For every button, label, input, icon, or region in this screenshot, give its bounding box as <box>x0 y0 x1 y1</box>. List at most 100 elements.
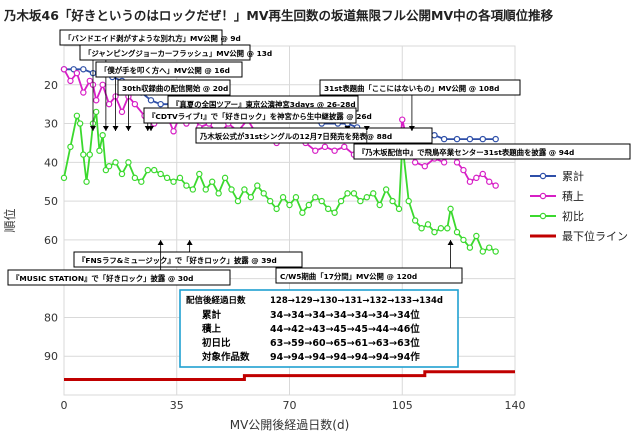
data-point <box>83 178 90 185</box>
data-point <box>157 100 164 108</box>
data-point <box>305 201 313 209</box>
data-point <box>208 178 216 185</box>
y-tick-label: 80 <box>44 311 58 324</box>
annotation-text: 31st表題曲「ここにはないもの」MV公開 @ 108d <box>324 84 499 93</box>
data-point <box>370 190 377 197</box>
data-point <box>118 108 126 116</box>
data-point <box>460 166 467 174</box>
info-row-label: 初日比 <box>202 337 231 349</box>
data-point <box>440 135 448 143</box>
annotation-text: 「僕が手を叩く方へ」MV公開 @ 16d <box>100 66 230 75</box>
annotation-box <box>143 107 357 124</box>
data-point <box>131 174 139 182</box>
info-table: 配信後経過日数 128→129→130→131→132→133→134d 累計 34→… <box>179 289 459 368</box>
info-row-label: 累計 <box>202 309 222 321</box>
data-point <box>473 174 480 182</box>
annotation-text: 『FNSラフ&ミュージック』で「好きロック」披露 @ 39d <box>78 256 277 265</box>
data-point <box>99 81 106 88</box>
annotation-box <box>319 79 521 96</box>
annotation: 31st表題曲「ここにはないもの」MV公開 @ 108d <box>319 79 521 131</box>
x-tick-labels: 0 35 70 105 140 <box>61 399 526 412</box>
annotation: 「僕が手を叩く方へ」MV公開 @ 16d <box>95 61 243 131</box>
data-point <box>157 170 164 178</box>
annotation-text: 『MUSIC STATION』で「好きロック」披露 @ 30d <box>12 274 193 283</box>
data-point <box>67 143 74 151</box>
annotation-arrow <box>102 126 109 131</box>
annotation-box <box>79 44 251 61</box>
info-box <box>179 289 459 368</box>
data-point <box>312 147 319 154</box>
data-point <box>440 159 448 166</box>
data-point <box>93 108 100 116</box>
data-point <box>337 197 345 205</box>
annotation-arrow <box>408 126 415 131</box>
data-point <box>144 166 151 174</box>
y-tick-label: 50 <box>44 195 58 208</box>
annotation-text: C/W5期曲「17分間」MV公開 @ 120d <box>280 272 417 281</box>
data-point <box>241 186 248 193</box>
data-point <box>453 159 461 166</box>
data-point <box>299 209 306 216</box>
data-point <box>447 205 454 213</box>
y-tick-label: 20 <box>44 79 58 92</box>
data-point <box>479 135 486 143</box>
data-point <box>321 143 329 151</box>
data-point <box>479 248 486 255</box>
legend-label: 積上 <box>562 189 584 203</box>
data-point <box>492 182 499 189</box>
legend-label: 最下位ライン <box>562 229 628 243</box>
data-point <box>147 97 155 104</box>
data-point <box>202 186 209 193</box>
info-header-value: 128→129→130→131→132→133→134d <box>270 296 443 306</box>
data-point <box>460 236 467 244</box>
data-point <box>466 178 474 185</box>
data-point <box>86 151 93 158</box>
data-point <box>331 209 338 216</box>
data-point <box>437 225 445 232</box>
annotation: 『FNSラフ&ミュージック』で「好きロック」披露 @ 39d <box>73 240 303 268</box>
series-2 <box>60 108 499 255</box>
data-point <box>93 97 100 104</box>
data-point <box>279 194 287 201</box>
data-point <box>170 178 177 185</box>
annotation-arrow <box>186 240 193 245</box>
annotation-arrow <box>112 126 119 131</box>
data-point <box>486 178 493 185</box>
legend-item: 積上 <box>530 189 584 203</box>
annotation-arrow <box>363 126 370 131</box>
data-point <box>376 201 383 209</box>
data-point <box>431 228 438 236</box>
annotation-arrow <box>144 126 151 131</box>
annotation-box <box>117 79 231 96</box>
info-row-label: 対象作品数 <box>201 351 250 363</box>
data-point <box>273 205 280 213</box>
data-point <box>486 244 493 251</box>
data-point <box>389 197 396 205</box>
data-point <box>266 197 274 205</box>
data-point <box>453 135 461 143</box>
data-point <box>247 194 255 201</box>
data-point <box>431 131 438 139</box>
data-point <box>73 112 81 120</box>
data-point <box>341 143 348 151</box>
annotation-arrow <box>157 240 164 245</box>
data-point <box>418 225 425 232</box>
annotation-arrow <box>447 240 454 245</box>
annotation: 『乃木坂配信中』で飛鳥卒業センター31st表題曲を披露 @ 94d <box>353 126 631 160</box>
annotation: 『MUSIC STATION』で「好きロック」披露 @ 30d <box>7 240 231 286</box>
data-point <box>196 170 203 178</box>
data-point <box>73 69 81 77</box>
data-point <box>70 66 77 73</box>
data-point <box>411 217 419 224</box>
data-point <box>112 159 119 166</box>
data-point <box>492 135 499 143</box>
annotation-arrow <box>125 126 132 131</box>
annotation-text: 「バンドエイド剥がすような別れ方」MV公開 @ 9d <box>64 34 241 43</box>
legend-item: 最下位ライン <box>530 229 628 243</box>
data-point <box>80 151 87 158</box>
x-tick-label: 35 <box>170 399 184 412</box>
data-point <box>421 163 428 170</box>
data-point <box>286 201 293 209</box>
annotation-box <box>353 143 631 160</box>
